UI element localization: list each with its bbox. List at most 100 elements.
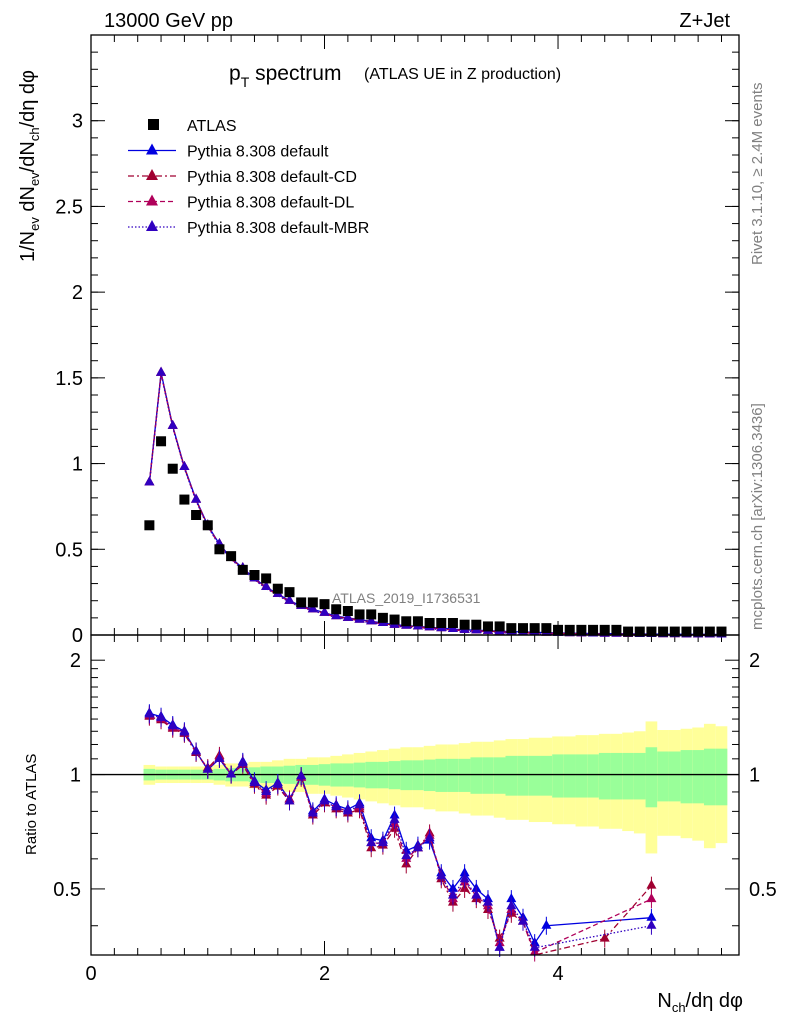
ratio-marker xyxy=(191,745,202,755)
legend-label: ATLAS xyxy=(187,118,237,135)
band-inner xyxy=(540,755,553,796)
data-point xyxy=(377,612,388,623)
data-point xyxy=(202,520,213,531)
data-point xyxy=(588,624,599,635)
x-tick-label: 0 xyxy=(85,963,96,985)
x-tick-label: 2 xyxy=(319,963,330,985)
data-point xyxy=(494,621,505,632)
ratio-marker xyxy=(447,889,458,899)
data-point xyxy=(226,551,237,562)
band-inner xyxy=(517,755,529,796)
y-tick-label-main: 0.5 xyxy=(55,539,83,561)
legend-label: Pythia 8.308 default-DL xyxy=(187,195,354,212)
band-inner xyxy=(482,757,494,794)
band-inner xyxy=(622,752,634,800)
y-tick-label-ratio: 1 xyxy=(70,765,81,787)
y-axis-label-main: 1/Nev dNev/dNch/dη dφ xyxy=(17,70,42,262)
y-tick-label-main: 2 xyxy=(72,282,83,304)
ratio-marker xyxy=(179,726,190,736)
data-point xyxy=(564,624,575,635)
ratio-marker xyxy=(354,799,365,809)
y-tick-label-main: 3 xyxy=(72,111,83,133)
band-inner xyxy=(400,760,413,791)
main-mc-marker xyxy=(156,366,167,376)
analysis-watermark: ATLAS_2019_I1736531 xyxy=(332,590,481,606)
data-point xyxy=(634,626,645,637)
legend: ATLAS Pythia 8.308 default Pythia 8.308 de… xyxy=(128,118,369,237)
data-point xyxy=(658,626,669,637)
band-inner xyxy=(552,754,564,798)
x-axis-label: Nch/dη dφ xyxy=(657,990,743,1015)
ratio-marker xyxy=(261,785,272,795)
main-mc-marker xyxy=(342,611,353,621)
ratio-marker xyxy=(541,919,552,929)
ratio-marker xyxy=(494,941,505,951)
main-mc-marker xyxy=(319,606,330,616)
legend-marker-atlas xyxy=(148,119,159,130)
header-left: 13000 GeV pp xyxy=(104,10,233,32)
ratio-marker xyxy=(412,842,423,852)
rivet-label: Rivet 3.1.10, ≥ 2.4M events xyxy=(749,83,766,266)
main-mc-marker xyxy=(284,594,295,604)
data-point xyxy=(669,626,680,637)
data-point xyxy=(541,623,552,634)
ratio-marker xyxy=(284,795,295,805)
band-inner xyxy=(447,758,459,792)
band-inner xyxy=(505,755,518,796)
y-tick-label-main: 2.5 xyxy=(55,196,83,218)
ratio-marker xyxy=(482,896,493,906)
data-point xyxy=(447,618,458,628)
ratio-marker xyxy=(471,889,482,899)
data-point xyxy=(681,626,692,637)
ratio-marker xyxy=(319,795,330,805)
band-inner xyxy=(435,758,448,792)
ratio-marker xyxy=(272,778,283,788)
data-point xyxy=(144,520,155,531)
ratio-marker xyxy=(646,879,657,889)
main-data-points xyxy=(144,436,727,637)
ratio-marker xyxy=(377,837,388,847)
data-point xyxy=(704,626,715,637)
band-inner xyxy=(458,758,471,792)
data-point xyxy=(646,626,657,637)
y-tick-label-main: 1.5 xyxy=(55,368,83,390)
ratio-marker xyxy=(366,837,377,847)
data-point xyxy=(331,604,342,615)
band-inner xyxy=(412,760,424,791)
ratio-marker xyxy=(646,919,657,929)
ratio-marker xyxy=(237,757,248,767)
data-point xyxy=(179,494,190,505)
main-mc-marker xyxy=(307,603,318,613)
legend-label: Pythia 8.308 default-MBR xyxy=(187,220,369,237)
data-point xyxy=(272,583,283,594)
ratio-marker xyxy=(529,941,540,951)
ratio-marker xyxy=(506,900,517,910)
band-inner xyxy=(563,754,576,798)
band-inner xyxy=(493,757,506,794)
band-inner xyxy=(587,754,599,798)
main-mc-marker xyxy=(144,476,155,486)
data-point xyxy=(237,564,248,575)
legend-label: Pythia 8.308 default-CD xyxy=(187,169,357,186)
data-point xyxy=(412,616,423,627)
data-point xyxy=(261,573,272,584)
data-point xyxy=(284,587,295,598)
ratio-marker xyxy=(436,870,447,880)
ratio-frame xyxy=(90,634,740,956)
plot-title-suffix: (ATLAS UE in Z production) xyxy=(364,66,561,83)
ratio-marker xyxy=(424,832,435,842)
band-inner xyxy=(575,754,588,798)
y-tick-label-ratio-right: 2 xyxy=(749,650,760,672)
ratio-marker xyxy=(646,911,657,921)
band-inner xyxy=(633,752,646,800)
data-point xyxy=(693,626,704,637)
main-mc-marker xyxy=(366,615,377,625)
main-mc-marker xyxy=(331,610,342,620)
data-point xyxy=(459,619,470,630)
ratio-marker xyxy=(249,777,260,787)
ratio-marker xyxy=(389,813,400,823)
data-point xyxy=(389,614,400,625)
data-point xyxy=(167,463,178,474)
ratio-marker xyxy=(167,720,178,730)
data-point xyxy=(424,618,435,628)
